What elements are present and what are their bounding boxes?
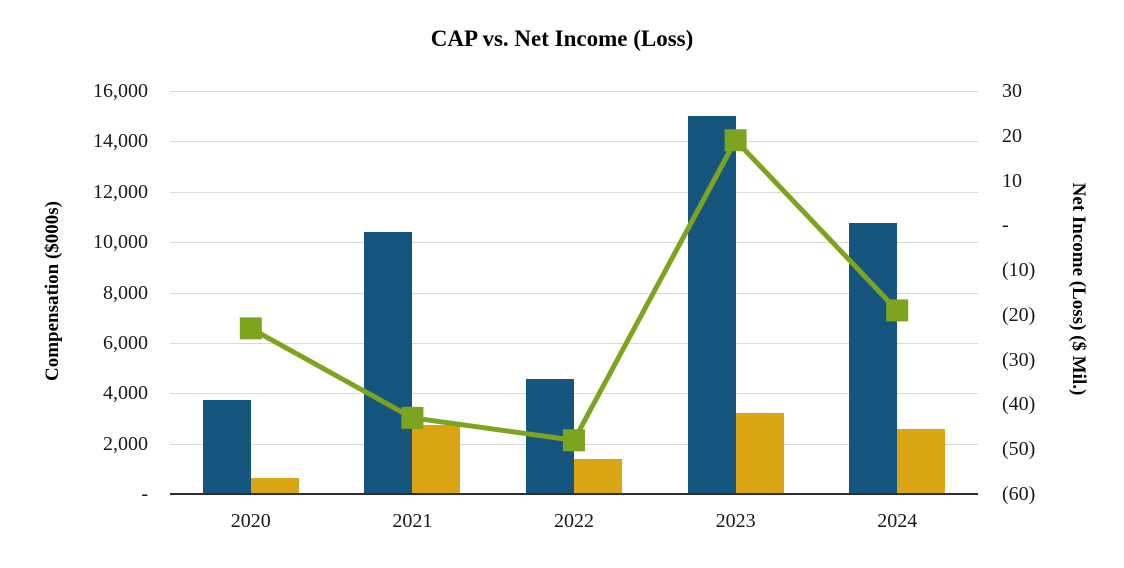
left-axis-tick-label: 16,000 bbox=[93, 80, 148, 102]
gridline bbox=[170, 91, 978, 92]
left-axis-tick-label: 6,000 bbox=[103, 331, 148, 354]
left-axis-tick-label: 8,000 bbox=[103, 281, 148, 304]
x-axis-tick-label: 2023 bbox=[715, 510, 756, 532]
right-axis-tick-label: (30) bbox=[1002, 348, 1036, 371]
x-axis-tick-label: 2024 bbox=[877, 510, 918, 532]
right-axis-tick-label: 30 bbox=[1002, 80, 1022, 102]
right-axis-tick-label: - bbox=[1002, 214, 1009, 237]
gridline bbox=[170, 342, 978, 344]
bar-2020-blue bbox=[202, 399, 251, 494]
left-axis-tick-label: 4,000 bbox=[103, 382, 148, 405]
net-income-line-series bbox=[239, 129, 909, 452]
right-axis-title: Net Income (Loss) ($ Mil.) bbox=[1068, 182, 1089, 396]
bar-2023-gold bbox=[735, 413, 784, 494]
chart-title: CAP vs. Net Income (Loss) bbox=[430, 26, 694, 51]
x-axis-line bbox=[170, 492, 978, 495]
bar-2023-blue bbox=[687, 116, 736, 494]
right-axis-tick-label: (50) bbox=[1002, 438, 1036, 461]
right-axis-tick-label: 20 bbox=[1002, 124, 1022, 147]
right-axis-tick-label: (60) bbox=[1002, 483, 1036, 505]
right-axis-tick-label: 10 bbox=[1002, 169, 1022, 192]
gridline bbox=[170, 292, 978, 294]
gridline bbox=[170, 242, 978, 244]
plot-area bbox=[170, 91, 978, 495]
right-axis-tick-label: (10) bbox=[1002, 259, 1036, 282]
bar-2021-gold bbox=[412, 424, 461, 494]
line-marker-2020 bbox=[239, 317, 262, 340]
bar-2021-blue bbox=[364, 232, 413, 494]
gridline bbox=[170, 393, 978, 395]
left-axis-tick-label: 12,000 bbox=[93, 180, 148, 203]
right-axis-tick-label: (20) bbox=[1002, 303, 1036, 326]
left-axis-tick-label: 10,000 bbox=[93, 231, 148, 254]
left-axis-tick-label: 2,000 bbox=[103, 432, 148, 455]
gridline bbox=[170, 141, 978, 143]
line-marker-2021 bbox=[401, 406, 424, 429]
x-axis-tick-label: 2020 bbox=[230, 510, 271, 532]
line-marker-2024 bbox=[886, 299, 909, 322]
x-axis-tick-label: 2022 bbox=[554, 510, 594, 532]
bar-2022-gold bbox=[574, 458, 622, 494]
left-axis-tick-label: - bbox=[141, 483, 148, 505]
gridline bbox=[170, 191, 978, 193]
left-axis-tick-label: 14,000 bbox=[93, 130, 148, 153]
line-marker-2022 bbox=[563, 429, 585, 452]
bar-2024-gold bbox=[897, 428, 946, 494]
line-marker-2023 bbox=[724, 129, 747, 152]
net-income-line bbox=[249, 136, 900, 443]
x-axis-tick-label: 2021 bbox=[392, 510, 433, 532]
bar-2020-gold bbox=[250, 477, 299, 494]
right-axis-tick-label: (40) bbox=[1002, 393, 1036, 416]
